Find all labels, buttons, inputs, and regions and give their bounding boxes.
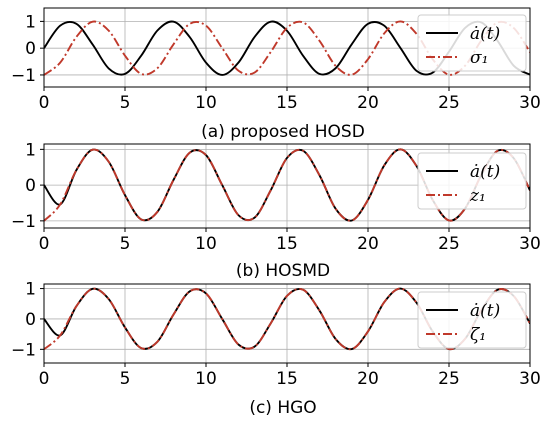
legend: ȧ(t) z₁ [417,152,527,210]
legend: ȧ(t) ζ₁ [417,291,527,349]
y-tick-label: 1 [25,280,36,300]
x-tick-label: 0 [39,234,50,254]
y-tick-label: 0 [25,176,36,196]
legend-label: ȧ(t) [470,162,500,182]
legend-label: ȧ(t) [470,301,500,321]
y-tick-label: 1 [25,12,36,32]
legend-label: ȧ(t) [470,24,500,44]
x-tick-label: 0 [39,369,50,389]
x-tick-label: 30 [519,369,541,389]
y-tick-label: 1 [25,140,36,160]
x-tick-label: 10 [195,93,217,113]
x-tick-label: 25 [438,234,460,254]
legend-label: ζ₁ [470,325,486,345]
y-tick-label: −1 [11,340,36,360]
series-line-2 [44,20,530,76]
x-tick-label: 20 [357,369,379,389]
panel-caption: (b) HOSMD [236,261,330,281]
panel-caption: (a) proposed HOSD [201,122,365,142]
x-tick-label: 30 [519,93,541,113]
x-tick-label: 30 [519,234,541,254]
x-tick-label: 25 [438,369,460,389]
x-tick-label: 15 [276,234,298,254]
legend: ȧ(t) σ₁ [417,14,527,72]
x-tick-label: 0 [39,93,50,113]
y-tick-label: −1 [11,66,36,86]
x-tick-label: 15 [276,369,298,389]
x-tick-label: 5 [120,369,131,389]
x-tick-label: 25 [438,93,460,113]
x-tick-label: 5 [120,234,131,254]
x-tick-label: 10 [195,234,217,254]
series-line-2 [44,287,530,351]
legend-label: σ₁ [470,48,488,68]
x-tick-label: 5 [120,93,131,113]
x-tick-label: 15 [276,93,298,113]
x-tick-label: 10 [195,369,217,389]
x-tick-label: 20 [357,93,379,113]
y-tick-label: 0 [25,310,36,330]
legend-label: z₁ [469,186,486,206]
series-line-2 [44,148,530,222]
y-tick-label: 0 [25,39,36,59]
y-tick-label: −1 [11,212,36,232]
x-tick-label: 20 [357,234,379,254]
panel-caption: (c) HGO [249,398,316,418]
